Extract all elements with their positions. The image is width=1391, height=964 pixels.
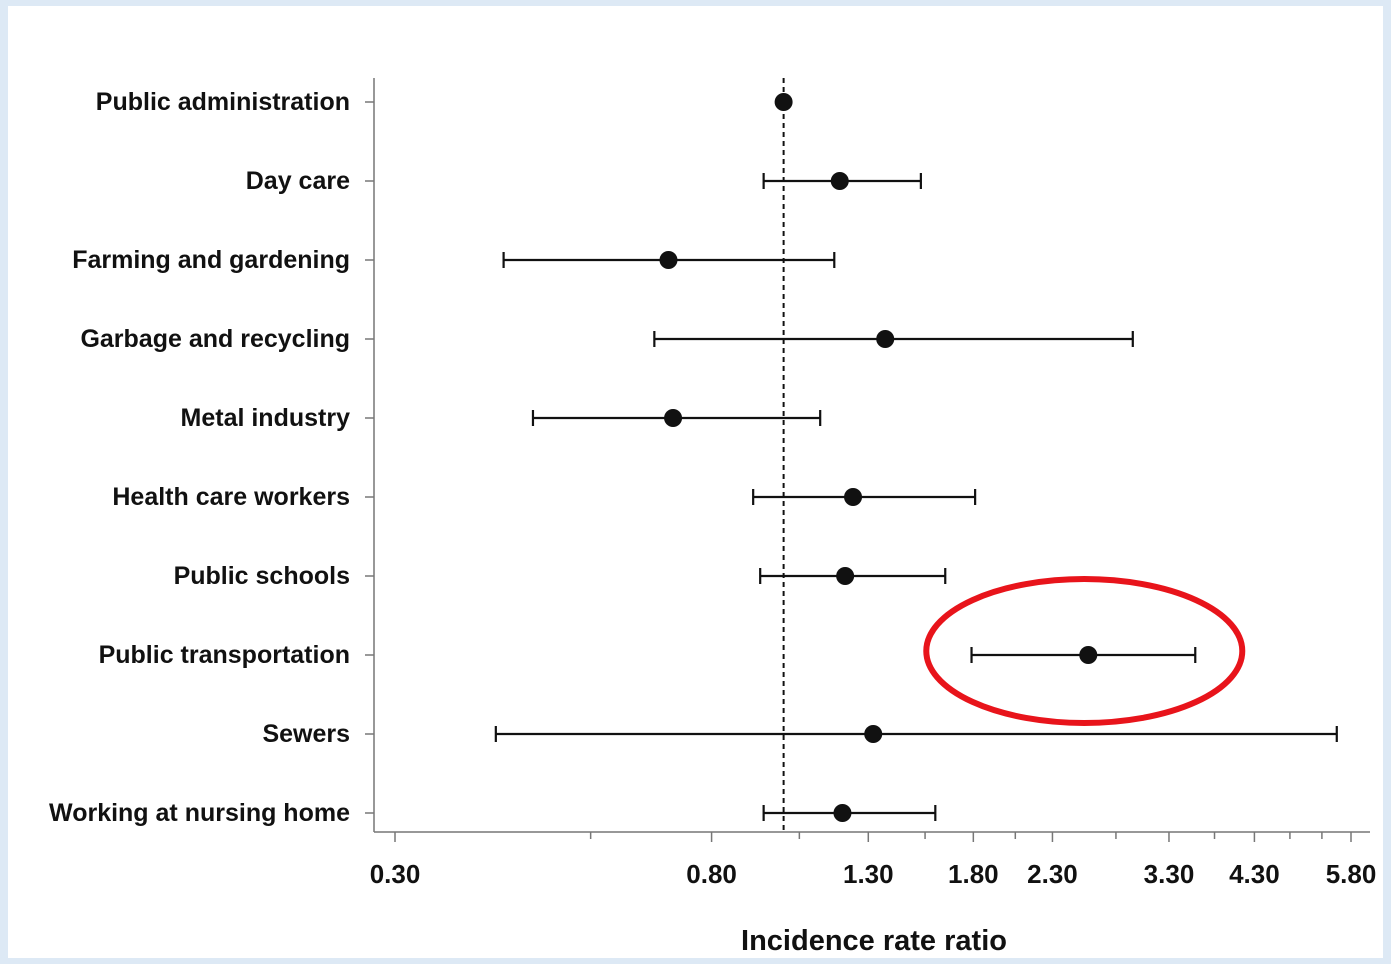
category-label: Garbage and recycling	[80, 325, 350, 353]
row-metal-industry: Metal industry	[181, 404, 822, 432]
plot-axes	[373, 78, 1370, 833]
estimate-point	[830, 172, 849, 190]
x-tick-label: 4.30	[1229, 859, 1280, 889]
estimate-point	[664, 409, 683, 427]
x-tick-label: 0.80	[686, 859, 737, 889]
category-label: Sewers	[262, 720, 350, 748]
row-sewers: Sewers	[262, 720, 1338, 748]
estimate-point	[836, 567, 855, 585]
category-label: Metal industry	[181, 404, 351, 432]
estimate-point	[833, 804, 852, 822]
category-label: Working at nursing home	[49, 799, 350, 827]
category-label: Health care workers	[112, 483, 350, 511]
chart-frame: Public administration Day care Farming and…	[8, 6, 1383, 958]
row-farming-and-gardening: Farming and gardening	[72, 246, 836, 274]
estimate-point	[844, 488, 863, 506]
row-public-schools: Public schools	[174, 562, 947, 590]
row-day-care: Day care	[246, 167, 922, 195]
plot-rows: Public administration Day care Farming and…	[49, 88, 1338, 827]
category-label: Public transportation	[99, 641, 350, 669]
row-garbage-and-recycling: Garbage and recycling	[80, 325, 1134, 353]
row-working-at-nursing-home: Working at nursing home	[49, 799, 937, 827]
x-tick-label: 1.80	[948, 859, 999, 889]
x-tick-label: 1.30	[843, 859, 894, 889]
row-public-transportation: Public transportation	[99, 641, 1197, 669]
x-axis-ticks: 0.30 0.80 1.30 1.80 2.30 3.30 4.30 5.80	[370, 832, 1377, 889]
category-label: Public schools	[174, 562, 350, 590]
estimate-point	[1079, 646, 1098, 664]
forest-plot: Public administration Day care Farming and…	[49, 78, 1377, 957]
x-tick-label: 3.30	[1144, 859, 1195, 889]
category-label: Farming and gardening	[72, 246, 350, 274]
x-tick-label: 5.80	[1326, 859, 1377, 889]
highlight-ellipse	[923, 576, 1246, 726]
category-label: Public administration	[96, 88, 350, 116]
estimate-point	[864, 725, 883, 743]
category-label: Day care	[246, 167, 350, 195]
estimate-point	[774, 93, 793, 111]
row-health-care-workers: Health care workers	[112, 483, 977, 511]
row-public-administration: Public administration	[96, 88, 793, 116]
estimate-point	[876, 330, 895, 348]
x-tick-label: 2.30	[1027, 859, 1078, 889]
estimate-point	[659, 251, 678, 269]
x-tick-label: 0.30	[370, 859, 421, 889]
x-axis-title: Incidence rate ratio	[741, 925, 1007, 957]
